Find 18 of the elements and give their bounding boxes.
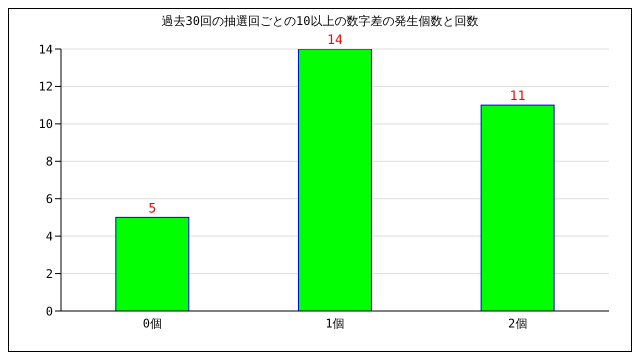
x-tick-label: 1個 bbox=[325, 316, 345, 331]
y-tick-label: 10 bbox=[38, 117, 53, 132]
y-tick-label: 12 bbox=[38, 80, 53, 94]
chart-title: 過去30回の抽選回ごとの10以上の数字差の発生個数と回数 bbox=[160, 13, 480, 30]
y-tick-label: 2 bbox=[46, 266, 53, 281]
y-tick-label: 4 bbox=[46, 229, 53, 244]
data-label: 11 bbox=[510, 89, 526, 104]
bar bbox=[298, 49, 372, 311]
y-tick-label: 14 bbox=[38, 42, 53, 56]
data-label: 14 bbox=[327, 33, 343, 48]
bar bbox=[115, 216, 190, 311]
data-label: 5 bbox=[148, 201, 156, 216]
y-tick-label: 8 bbox=[46, 154, 53, 169]
bar bbox=[480, 104, 555, 311]
x-tick-label: 2個 bbox=[508, 316, 528, 331]
x-tick-label: 0個 bbox=[142, 316, 162, 331]
y-tick-label: 6 bbox=[46, 192, 53, 206]
y-tick-label: 0 bbox=[46, 304, 53, 318]
